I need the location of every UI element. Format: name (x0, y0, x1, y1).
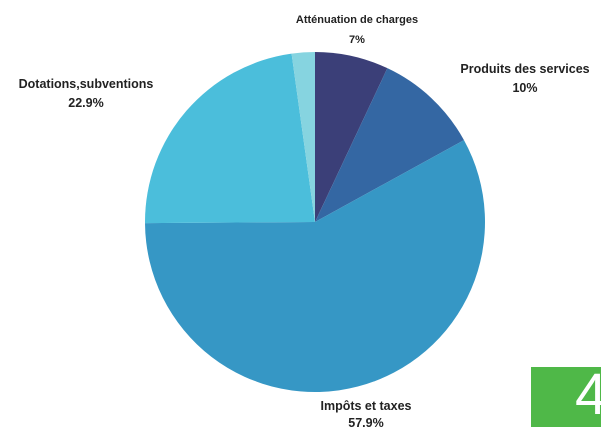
slice-name-label-2: Impôts et taxes (320, 399, 411, 413)
pie-slice-2 (145, 140, 485, 392)
pie-slice-0 (315, 52, 388, 222)
page-number-badge: 4 (531, 367, 601, 427)
slice-value-label-2: 57.9% (348, 416, 383, 427)
pie-slice-4 (291, 52, 315, 222)
pie-slice-3 (145, 53, 315, 224)
page-number-text: 4 (575, 367, 601, 427)
slice-value-label-0: 7% (349, 34, 365, 46)
pie-slice-1 (315, 68, 464, 222)
slice-name-label-1: Produits des services (460, 62, 589, 76)
slice-value-label-3: 22.9% (68, 96, 103, 110)
slice-name-label-3: Dotations,subventions (19, 77, 154, 91)
slice-value-label-1: 10% (512, 81, 537, 95)
slice-name-label-0: Atténuation de charges (296, 14, 418, 26)
